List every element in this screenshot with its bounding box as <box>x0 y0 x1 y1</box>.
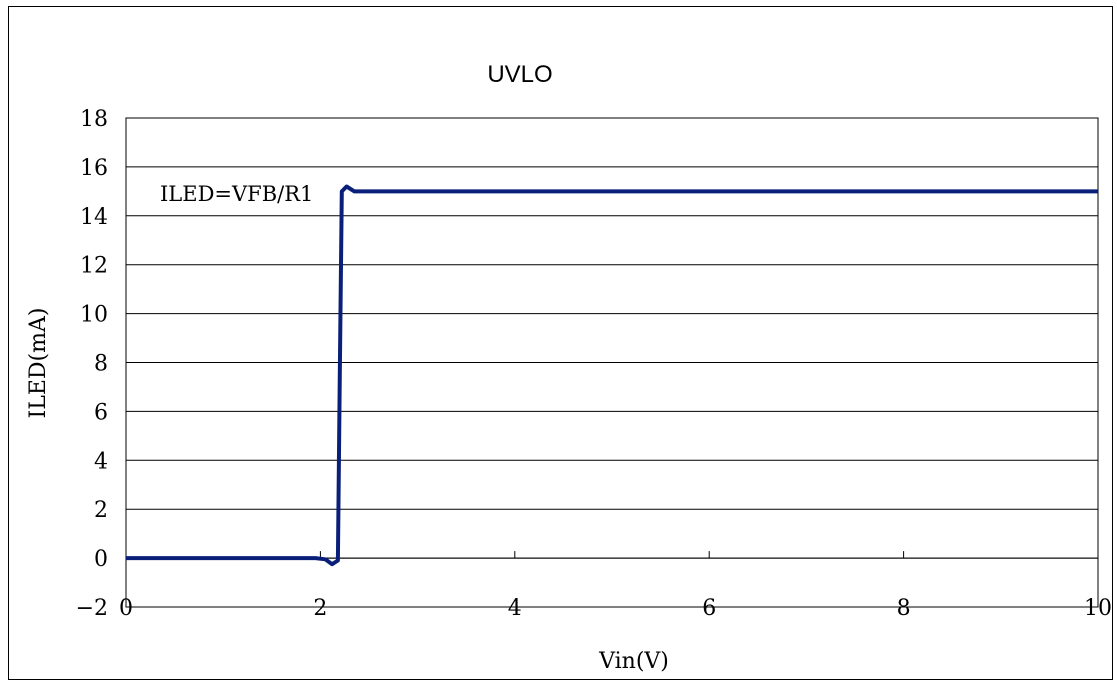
y-tick-label: 16 <box>80 156 108 181</box>
y-tick-label: 6 <box>94 400 108 425</box>
annotation-label: ILED=VFB/R1 <box>160 182 313 206</box>
y-tick-label: 0 <box>94 547 108 572</box>
x-tick-label: 0 <box>119 596 133 621</box>
x-tick-label: 8 <box>897 596 911 621</box>
chart-title: UVLO <box>487 61 552 88</box>
x-tick-label: 4 <box>508 596 522 621</box>
x-tick-label: 6 <box>702 596 716 621</box>
y-tick-label: 12 <box>80 254 108 279</box>
y-tick-label: −2 <box>76 596 108 621</box>
x-tick-label: 2 <box>313 596 327 621</box>
y-tick-label: 4 <box>94 449 108 474</box>
series-line <box>126 184 1098 567</box>
plot-area <box>125 117 1099 608</box>
y-axis-label: ILED(mA) <box>26 308 51 419</box>
y-tick-label: 8 <box>94 352 108 377</box>
y-tick-label: 14 <box>80 205 108 230</box>
gridlines <box>126 166 1098 559</box>
y-tick-label: 2 <box>94 498 108 523</box>
y-tick-label: 10 <box>80 303 108 328</box>
y-tick-label: 18 <box>80 107 108 132</box>
y-axis-ticks: 18 16 14 12 10 8 6 4 2 0 −2 <box>76 107 108 621</box>
x-tick-label: 10 <box>1084 596 1112 621</box>
x-axis-ticks: 0 2 4 6 8 10 <box>119 551 1112 621</box>
x-axis-label: Vin(V) <box>598 649 669 674</box>
